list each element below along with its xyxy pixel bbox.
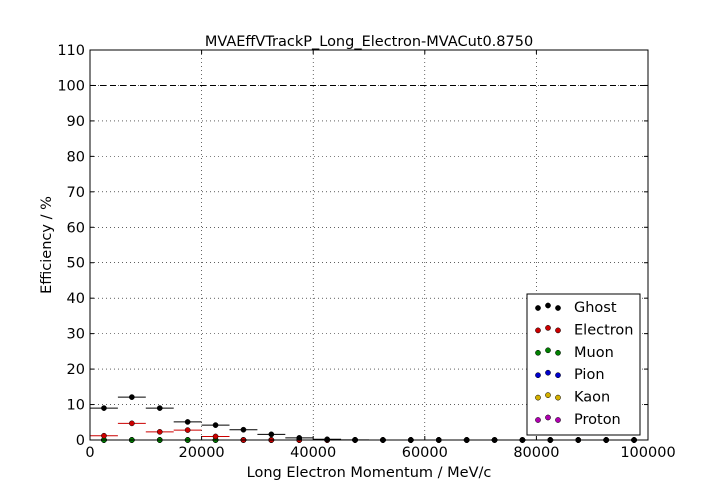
- legend-marker: [545, 414, 551, 421]
- legend-label: Pion: [574, 367, 605, 383]
- y-tick-label: 0: [76, 433, 85, 449]
- data-point: [129, 420, 135, 427]
- data-point: [156, 405, 163, 411]
- axis-ticks: 0 20000 40000 60000 80000 100000 0 10 20 30 40 50 60…: [57, 43, 675, 461]
- legend-marker: [555, 327, 561, 334]
- y-axis-label: Efficiency / %: [39, 196, 55, 294]
- legend-marker: [545, 302, 551, 309]
- x-tick-label: 40000: [290, 445, 336, 461]
- legend-marker: [535, 327, 541, 334]
- data-point: [101, 405, 107, 411]
- chart-title: MVAEffVTrackP_Long_Electron-MVACut0.8750: [205, 34, 533, 50]
- legend-marker: [555, 349, 561, 356]
- legend-item-proton: Proton: [535, 412, 621, 428]
- y-tick-label: 90: [67, 114, 85, 130]
- data-point: [240, 426, 247, 433]
- legend-label: Electron: [574, 322, 633, 338]
- legend-marker: [535, 349, 541, 356]
- y-tick-label: 10: [67, 398, 85, 414]
- data-point: [184, 419, 191, 425]
- legend-label: Kaon: [574, 390, 610, 406]
- y-tick-label: 70: [67, 185, 85, 201]
- data-point: [212, 422, 219, 428]
- legend-marker: [535, 305, 541, 311]
- y-tick-label: 100: [57, 78, 85, 94]
- data-point: [212, 433, 219, 440]
- data-point: [184, 427, 191, 433]
- plot-frame: [89, 49, 649, 441]
- legend-item-muon: Muon: [535, 345, 614, 361]
- y-tick-label: 40: [67, 291, 85, 307]
- x-tick-label: 100000: [620, 445, 675, 461]
- y-tick-label: 20: [67, 362, 85, 378]
- data-point: [156, 428, 163, 435]
- legend-label: Ghost: [574, 300, 617, 316]
- legend-marker: [545, 369, 551, 376]
- y-tick-label: 80: [67, 149, 85, 165]
- legend-item-kaon: Kaon: [535, 390, 610, 406]
- data-point: [101, 432, 107, 439]
- y-tick-label: 110: [57, 43, 85, 59]
- legend-label: Proton: [574, 412, 621, 428]
- y-tick-label: 60: [67, 220, 85, 236]
- legend-label: Muon: [574, 345, 614, 361]
- y-tick-label: 50: [67, 256, 85, 272]
- legend-item-ghost: Ghost: [535, 300, 617, 316]
- data-point: [268, 431, 275, 438]
- legend-marker: [535, 394, 541, 401]
- legend-marker: [555, 394, 561, 401]
- legend: Ghost Electron Muon Pion Kaon Proton: [526, 293, 641, 436]
- x-tick-label: 60000: [402, 445, 448, 461]
- legend-box: [526, 293, 641, 436]
- legend-item-electron: Electron: [535, 322, 633, 338]
- legend-item-pion: Pion: [535, 367, 605, 383]
- legend-marker: [555, 417, 561, 423]
- legend-marker: [555, 305, 561, 311]
- x-axis-label: Long Electron Momentum / MeV/c: [247, 465, 492, 481]
- x-tick-label: 80000: [513, 445, 559, 461]
- data-point: [324, 436, 330, 443]
- legend-marker: [535, 372, 541, 379]
- y-tick-label: 30: [67, 327, 85, 343]
- legend-marker: [555, 372, 561, 379]
- x-tick-label: 20000: [179, 445, 225, 461]
- legend-marker: [545, 392, 551, 398]
- data-point: [129, 394, 135, 400]
- legend-marker: [545, 325, 551, 331]
- x-tick-label: 0: [85, 445, 94, 461]
- legend-marker: [535, 417, 541, 423]
- legend-marker: [545, 347, 551, 354]
